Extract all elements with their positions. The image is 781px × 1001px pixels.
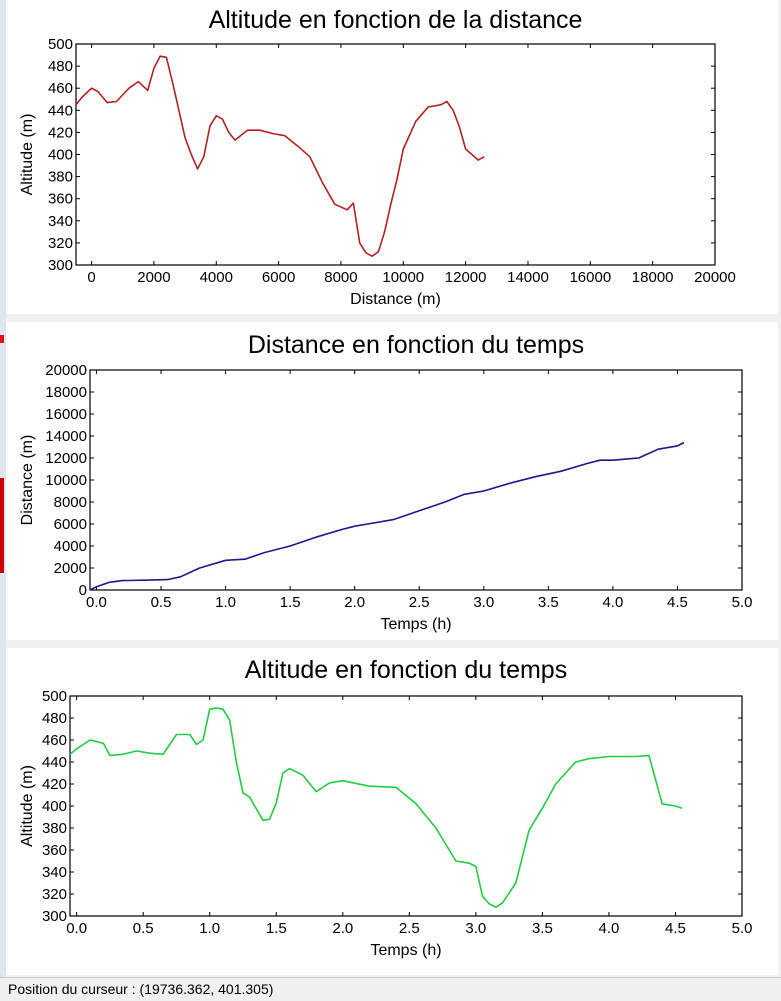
- y-tick-label: 380: [48, 169, 73, 186]
- plot-frame: [89, 369, 743, 591]
- y-tick-label: 420: [48, 124, 73, 141]
- y-tick-label: 16000: [45, 406, 87, 423]
- chart-title: Distance en fonction du temps: [248, 331, 584, 359]
- y-tick-label: 12000: [45, 450, 87, 467]
- y-tick-label: 380: [42, 820, 67, 837]
- x-tick-label: 2.5: [409, 594, 430, 611]
- y-tick-label: 320: [48, 235, 73, 252]
- y-tick-label: 300: [48, 257, 73, 274]
- y-tick-label: 400: [48, 147, 73, 164]
- y-tick-label: 400: [42, 798, 67, 815]
- chart-altitude-distance[interactable]: Altitude en fonction de la distance 0 2000…: [6, 0, 778, 314]
- y-tick-label: 6000: [54, 516, 87, 533]
- x-tick-label: 4.5: [667, 594, 688, 611]
- x-tick-label: 20000: [694, 269, 736, 286]
- y-tick-label: 300: [42, 908, 67, 925]
- x-tick-label: 0.0: [66, 920, 87, 937]
- status-bar: Position du curseur : (19736.362, 401.30…: [0, 977, 781, 1001]
- y-tick-label: 10000: [45, 472, 87, 489]
- x-tick-label: 16000: [569, 269, 611, 286]
- y-tick-label: 480: [48, 58, 73, 75]
- x-tick-label: 0.5: [133, 920, 154, 937]
- x-tick-label: 12000: [445, 269, 487, 286]
- x-tick-label: 5.0: [732, 594, 753, 611]
- edge-marker: [0, 335, 4, 343]
- cursor-position-text: Position du curseur : (19736.362, 401.30…: [8, 981, 274, 997]
- y-tick-label: 2000: [54, 560, 87, 577]
- x-axis-label: Temps (h): [370, 942, 441, 959]
- x-tick-label: 4000: [200, 269, 233, 286]
- y-tick-label: 440: [48, 102, 73, 119]
- x-tick-label: 10000: [382, 269, 424, 286]
- window-left-edge: [0, 0, 6, 1000]
- series-line: [89, 441, 685, 591]
- y-tick-label: 500: [48, 36, 73, 53]
- edge-marker: [0, 478, 4, 573]
- y-axis-label: Distance (m): [19, 435, 36, 526]
- y-tick-label: 460: [48, 80, 73, 97]
- y-tick-label: 360: [42, 842, 67, 859]
- chart-title: Altitude en fonction de la distance: [209, 6, 583, 34]
- chart-panel-altitude-time[interactable]: Altitude en fonction du temps 0.0 0.5 1.0 1.…: [6, 648, 778, 975]
- x-tick-label: 0: [87, 269, 95, 286]
- chart-distance-time[interactable]: Distance en fonction du temps 0.0 0.5 1.0 1.…: [6, 322, 778, 640]
- y-tick-label: 340: [48, 213, 73, 230]
- y-tick-label: 340: [42, 864, 67, 881]
- chart-panel-altitude-distance[interactable]: Altitude en fonction de la distance 0 2000…: [6, 0, 778, 314]
- y-axis-label: Altitude (m): [19, 114, 36, 196]
- y-tick-label: 8000: [54, 494, 87, 511]
- x-tick-label: 3.0: [473, 594, 494, 611]
- y-tick-label: 4000: [54, 538, 87, 555]
- x-tick-label: 5.0: [732, 920, 753, 937]
- y-tick-label: 20000: [45, 362, 87, 379]
- x-tick-label: 4.0: [599, 920, 620, 937]
- x-tick-label: 3.0: [465, 920, 486, 937]
- x-axis-label: Temps (h): [380, 616, 451, 633]
- x-tick-label: 3.5: [532, 920, 553, 937]
- x-tick-label: 2.0: [332, 920, 353, 937]
- plot-frame: [69, 695, 743, 917]
- x-tick-label: 6000: [262, 269, 295, 286]
- chart-panel-distance-time[interactable]: Distance en fonction du temps 0.0 0.5 1.0 1.…: [6, 322, 778, 640]
- y-tick-label: 440: [42, 754, 67, 771]
- x-tick-label: 0.5: [151, 594, 172, 611]
- x-tick-label: 14000: [507, 269, 549, 286]
- y-tick-label: 0: [79, 582, 87, 599]
- x-axis-label: Distance (m): [350, 291, 441, 308]
- y-tick-label: 320: [42, 886, 67, 903]
- y-tick-label: 500: [42, 688, 67, 705]
- y-tick-label: 480: [42, 710, 67, 727]
- x-tick-label: 1.0: [215, 594, 236, 611]
- y-tick-label: 360: [48, 191, 73, 208]
- y-tick-label: 460: [42, 732, 67, 749]
- x-tick-label: 2000: [137, 269, 170, 286]
- chart-altitude-time[interactable]: Altitude en fonction du temps 0.0 0.5 1.0 1.…: [6, 648, 778, 975]
- x-tick-label: 2.5: [399, 920, 420, 937]
- x-tick-label: 1.5: [266, 920, 287, 937]
- x-tick-label: 0.0: [86, 594, 107, 611]
- y-tick-label: 18000: [45, 384, 87, 401]
- y-axis-label: Altitude (m): [19, 765, 36, 847]
- x-tick-label: 2.0: [344, 594, 365, 611]
- x-tick-label: 4.0: [602, 594, 623, 611]
- x-tick-label: 4.5: [665, 920, 686, 937]
- y-tick-label: 420: [42, 776, 67, 793]
- series-line: [75, 55, 485, 258]
- x-tick-label: 18000: [632, 269, 674, 286]
- x-tick-label: 1.0: [199, 920, 220, 937]
- x-tick-label: 1.5: [280, 594, 301, 611]
- x-tick-label: 3.5: [538, 594, 559, 611]
- series-line: [69, 707, 683, 909]
- y-tick-label: 14000: [45, 428, 87, 445]
- x-tick-label: 8000: [324, 269, 357, 286]
- chart-title: Altitude en fonction du temps: [245, 656, 567, 684]
